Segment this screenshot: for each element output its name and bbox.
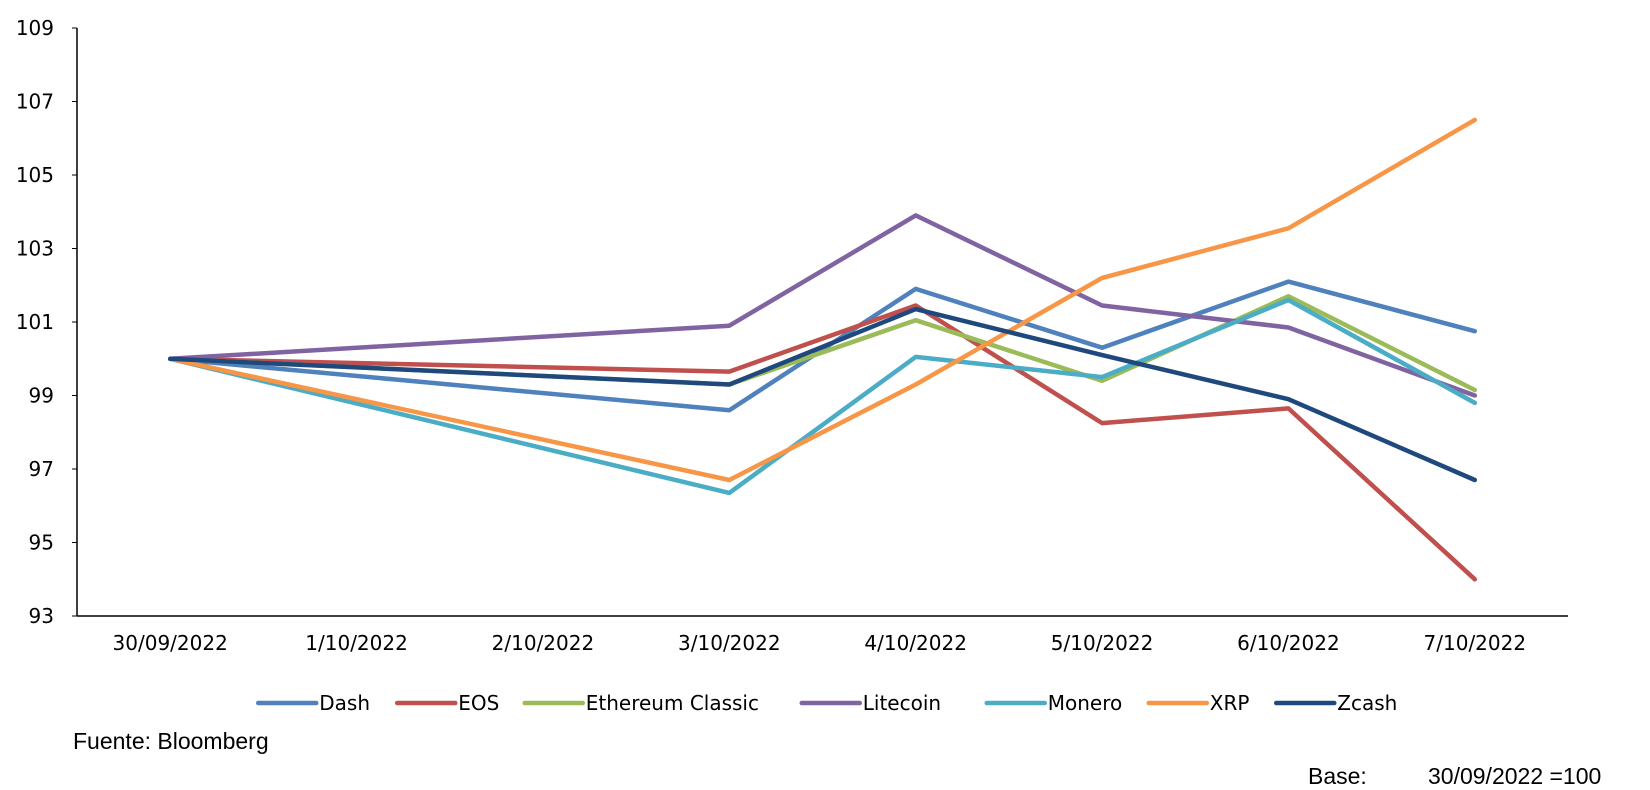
y-tick-label: 109 <box>16 16 54 40</box>
base-label: Base: <box>1308 763 1367 789</box>
legend-label-monero: Monero <box>1048 691 1123 715</box>
y-tick-label: 99 <box>29 384 54 408</box>
x-tick-label: 6/10/2022 <box>1237 631 1340 655</box>
y-axis-ticks: 93 95 97 99 101 103 105 107 109 <box>16 16 77 628</box>
x-tick-label: 2/10/2022 <box>492 631 595 655</box>
y-tick-label: 107 <box>16 90 54 114</box>
base-value: 30/09/2022 =100 <box>1428 763 1602 789</box>
legend-label-ethereum-classic: Ethereum Classic <box>586 691 759 715</box>
y-tick-label: 101 <box>16 310 54 334</box>
y-tick-label: 95 <box>29 531 54 555</box>
y-tick-label: 97 <box>29 457 54 481</box>
x-tick-label: 3/10/2022 <box>678 631 781 655</box>
legend-label-litecoin: Litecoin <box>863 691 941 715</box>
y-tick-label: 93 <box>29 604 54 628</box>
series-line-monero <box>167 297 1478 496</box>
series-line-litecoin <box>167 213 1478 398</box>
series-line-zcash <box>167 306 1478 483</box>
series-line-dash <box>167 279 1478 413</box>
y-tick-label: 103 <box>16 237 54 261</box>
legend-label-xrp: XRP <box>1210 691 1250 715</box>
x-axis-ticks: 30/09/2022 1/10/2022 2/10/2022 3/10/2022 4/1… <box>113 631 1527 655</box>
y-tick-label: 105 <box>16 163 54 187</box>
x-tick-label: 7/10/2022 <box>1424 631 1527 655</box>
source-note: Fuente: Bloomberg <box>73 728 269 754</box>
series-lines <box>167 117 1478 582</box>
x-tick-label: 1/10/2022 <box>305 631 408 655</box>
legend-label-eos: EOS <box>458 691 499 715</box>
legend-label-zcash: Zcash <box>1337 691 1397 715</box>
legend: Dash EOS Ethereum Classic Litecoin Monero XRP… <box>256 691 1397 715</box>
x-tick-label: 5/10/2022 <box>1051 631 1154 655</box>
x-tick-label: 30/09/2022 <box>113 631 228 655</box>
x-tick-label: 4/10/2022 <box>864 631 967 655</box>
legend-label-dash: Dash <box>319 691 370 715</box>
series-line-eos <box>167 303 1478 582</box>
